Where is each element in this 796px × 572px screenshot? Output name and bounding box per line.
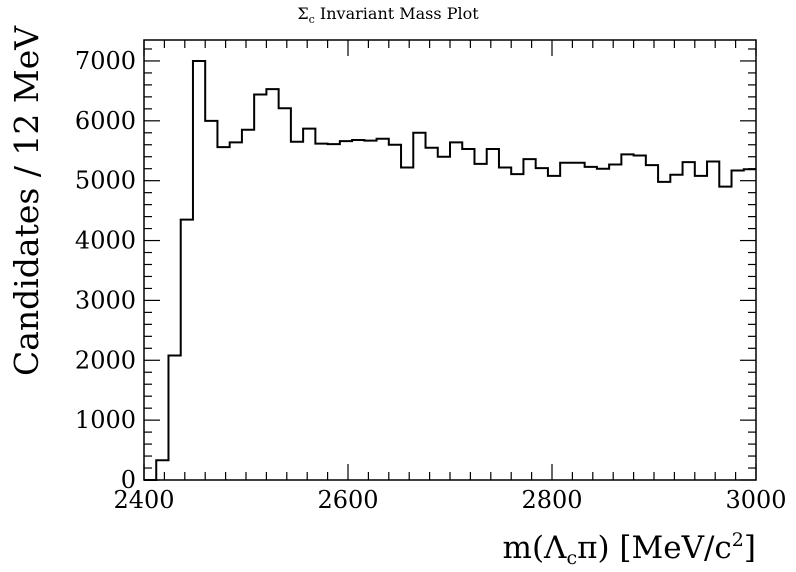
histogram-bin [242, 130, 254, 480]
histogram-bin [683, 162, 695, 480]
y-tick-label: 7000 [75, 47, 136, 75]
histogram-bin [548, 176, 560, 480]
histogram-bin [658, 182, 670, 480]
histogram-bins [156, 61, 756, 480]
histogram-bin [646, 165, 658, 480]
histogram-bin [462, 149, 474, 480]
histogram-bin [205, 121, 217, 480]
histogram-bin [266, 89, 278, 480]
y-tick-label: 6000 [75, 107, 136, 135]
histogram-bin [597, 169, 609, 480]
y-tick-label: 1000 [75, 406, 136, 434]
histogram-bin [254, 94, 266, 480]
x-tick-label: 2800 [521, 486, 582, 514]
histogram-bin [364, 141, 376, 480]
histogram-bin [401, 168, 413, 480]
histogram-bin [634, 156, 646, 480]
histogram-bin [572, 163, 584, 480]
histogram-bin [609, 165, 621, 480]
title-subscript: c [309, 13, 315, 26]
histogram-bin [315, 144, 327, 480]
histogram-bin [732, 171, 744, 480]
histogram-bin [426, 148, 438, 480]
histogram-bin [389, 145, 401, 480]
histogram-bin [413, 133, 425, 480]
y-tick-label: 2000 [75, 346, 136, 374]
title-rest: Invariant Mass Plot [315, 4, 479, 23]
histogram-bin [560, 163, 572, 480]
histogram-bin [523, 159, 535, 480]
histogram-bin [511, 174, 523, 480]
histogram-bin [670, 175, 682, 480]
histogram-bin [291, 142, 303, 480]
y-tick-label: 0 [121, 466, 136, 494]
histogram-bin [438, 157, 450, 480]
histogram-bin [707, 162, 719, 480]
histogram-bin [377, 139, 389, 480]
histogram-bin [328, 144, 340, 480]
x-axis-label: m(Λcπ) [MeV/c2] [503, 529, 756, 569]
histogram-bin [279, 108, 291, 480]
xlabel-pre: m(Λ [503, 530, 567, 566]
histogram-bin [585, 167, 597, 480]
histogram-bin [230, 142, 242, 480]
x-tick-label: 2600 [317, 486, 378, 514]
histogram-bin [450, 142, 462, 480]
histogram-bin [303, 129, 315, 480]
y-tick-label: 3000 [75, 286, 136, 314]
tick-labels: 2400 2600 2800 3000 0 1000 2000 3000 4000 5000 600… [75, 47, 787, 514]
histogram-bin [217, 147, 229, 480]
histogram-bin [340, 141, 352, 480]
y-axis-label: Candidates / 12 MeV [7, 25, 46, 376]
histogram-bin [695, 176, 707, 480]
histogram-bin [719, 187, 731, 480]
chart-title: Σc Invariant Mass Plot [297, 4, 479, 26]
axis-ticks [143, 40, 757, 481]
y-tick-label: 5000 [75, 167, 136, 195]
histogram-bin [536, 168, 548, 480]
xlabel-superscript: 2 [732, 529, 744, 551]
plot-frame [143, 39, 757, 481]
x-tick-label: 3000 [725, 486, 786, 514]
histogram-bin [352, 140, 364, 480]
xlabel-post: ] [744, 530, 756, 566]
y-tick-label: 4000 [75, 227, 136, 255]
histogram-bin [181, 220, 193, 480]
histogram-bin [499, 168, 511, 480]
histogram-bin [487, 149, 499, 480]
x-tick-label: 2400 [113, 486, 174, 514]
histogram-bin [156, 460, 168, 480]
histogram-bin [193, 61, 205, 480]
histogram-outline [144, 59, 756, 481]
xlabel-mid: π) [MeV/c [577, 530, 732, 566]
title-sigma: Σ [297, 4, 308, 23]
histogram-bin [474, 164, 486, 480]
histogram-bin [168, 355, 180, 480]
xlabel-subscript: c [566, 547, 577, 569]
histogram-bin [621, 154, 633, 480]
